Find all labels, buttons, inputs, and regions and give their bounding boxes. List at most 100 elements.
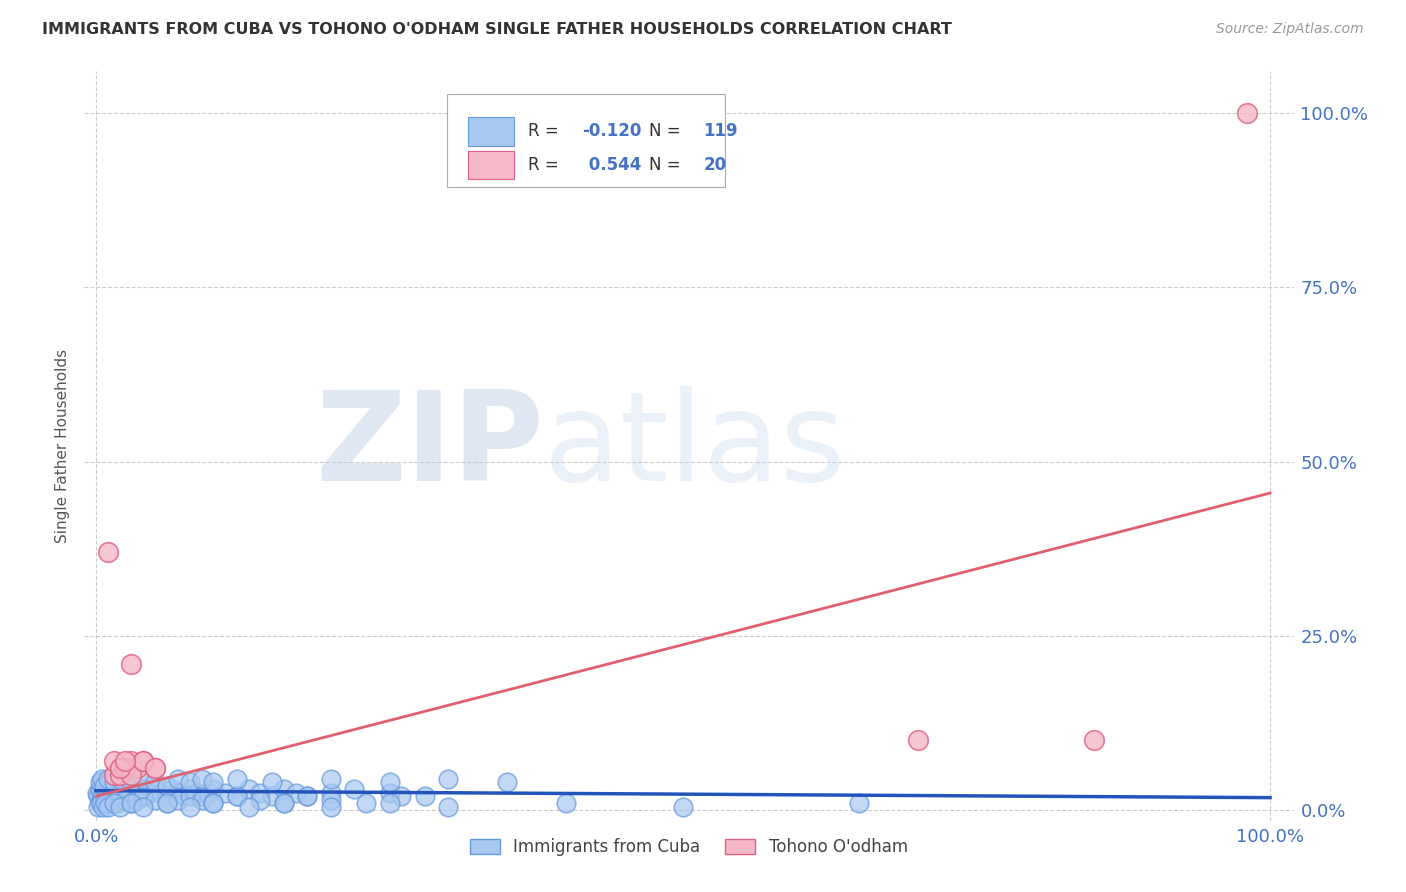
- Point: [190, 789, 212, 804]
- Point: [262, 789, 284, 804]
- Point: [202, 796, 225, 810]
- Point: [91, 789, 114, 804]
- Point: [132, 782, 155, 797]
- Point: [103, 768, 125, 782]
- Point: [1083, 733, 1105, 747]
- Point: [848, 796, 870, 810]
- Point: [167, 786, 190, 800]
- Point: [98, 786, 121, 800]
- Point: [90, 793, 112, 807]
- Point: [97, 545, 120, 559]
- Point: [155, 789, 177, 804]
- Point: [108, 779, 131, 793]
- Point: [105, 796, 128, 810]
- Point: [226, 789, 249, 804]
- Point: [97, 772, 120, 786]
- Point: [94, 782, 117, 797]
- Point: [97, 789, 120, 804]
- Text: R =: R =: [529, 122, 564, 140]
- Legend: Immigrants from Cuba, Tohono O'odham: Immigrants from Cuba, Tohono O'odham: [461, 830, 917, 864]
- Point: [202, 796, 225, 810]
- Point: [93, 786, 115, 800]
- Point: [120, 796, 142, 810]
- Point: [104, 793, 127, 807]
- Point: [101, 782, 124, 797]
- Point: [249, 786, 271, 800]
- Point: [98, 779, 121, 793]
- Point: [108, 768, 131, 782]
- Point: [437, 772, 460, 786]
- Point: [143, 761, 166, 775]
- Point: [273, 796, 295, 810]
- Point: [98, 796, 121, 810]
- Point: [120, 768, 142, 782]
- Text: atlas: atlas: [544, 385, 846, 507]
- Point: [101, 789, 124, 804]
- Point: [496, 775, 519, 789]
- Point: [91, 779, 114, 793]
- Point: [319, 772, 342, 786]
- Point: [117, 786, 139, 800]
- Point: [297, 789, 319, 804]
- Point: [132, 755, 155, 769]
- Point: [114, 782, 136, 797]
- Point: [249, 793, 271, 807]
- Point: [672, 799, 695, 814]
- Point: [96, 793, 118, 807]
- Point: [87, 799, 110, 814]
- Point: [91, 796, 114, 810]
- Point: [103, 755, 125, 769]
- Point: [179, 782, 201, 797]
- Point: [155, 796, 177, 810]
- Text: ZIP: ZIP: [315, 385, 544, 507]
- FancyBboxPatch shape: [468, 151, 513, 179]
- Point: [907, 733, 929, 747]
- Text: 0.544: 0.544: [582, 156, 641, 174]
- Point: [214, 786, 236, 800]
- Point: [108, 761, 131, 775]
- Point: [273, 796, 295, 810]
- Point: [202, 775, 225, 789]
- Point: [87, 789, 110, 804]
- Point: [120, 775, 142, 789]
- Point: [103, 786, 125, 800]
- Point: [132, 755, 155, 769]
- Point: [103, 796, 125, 810]
- Text: IMMIGRANTS FROM CUBA VS TOHONO O'ODHAM SINGLE FATHER HOUSEHOLDS CORRELATION CHAR: IMMIGRANTS FROM CUBA VS TOHONO O'ODHAM S…: [42, 22, 952, 37]
- Point: [93, 779, 115, 793]
- Point: [89, 782, 111, 797]
- Point: [378, 796, 401, 810]
- Point: [114, 761, 136, 775]
- Point: [96, 789, 118, 804]
- Point: [94, 796, 117, 810]
- FancyBboxPatch shape: [468, 117, 513, 145]
- Point: [297, 789, 319, 804]
- Point: [202, 782, 225, 797]
- Point: [120, 782, 142, 797]
- Point: [179, 775, 201, 789]
- Point: [190, 772, 212, 786]
- Point: [143, 782, 166, 797]
- Point: [389, 789, 412, 804]
- Point: [273, 782, 295, 797]
- Point: [155, 796, 177, 810]
- Point: [124, 779, 146, 793]
- Point: [127, 761, 149, 775]
- Text: 20: 20: [703, 156, 727, 174]
- Point: [108, 761, 131, 775]
- Point: [132, 799, 155, 814]
- Text: R =: R =: [529, 156, 564, 174]
- Point: [120, 657, 142, 671]
- Point: [190, 793, 212, 807]
- Point: [226, 772, 249, 786]
- Point: [120, 755, 142, 769]
- Point: [173, 789, 195, 804]
- Point: [184, 786, 207, 800]
- Point: [138, 786, 160, 800]
- Point: [94, 796, 117, 810]
- Point: [105, 782, 128, 797]
- Point: [197, 786, 219, 800]
- Point: [143, 793, 166, 807]
- Point: [378, 775, 401, 789]
- Point: [91, 799, 114, 814]
